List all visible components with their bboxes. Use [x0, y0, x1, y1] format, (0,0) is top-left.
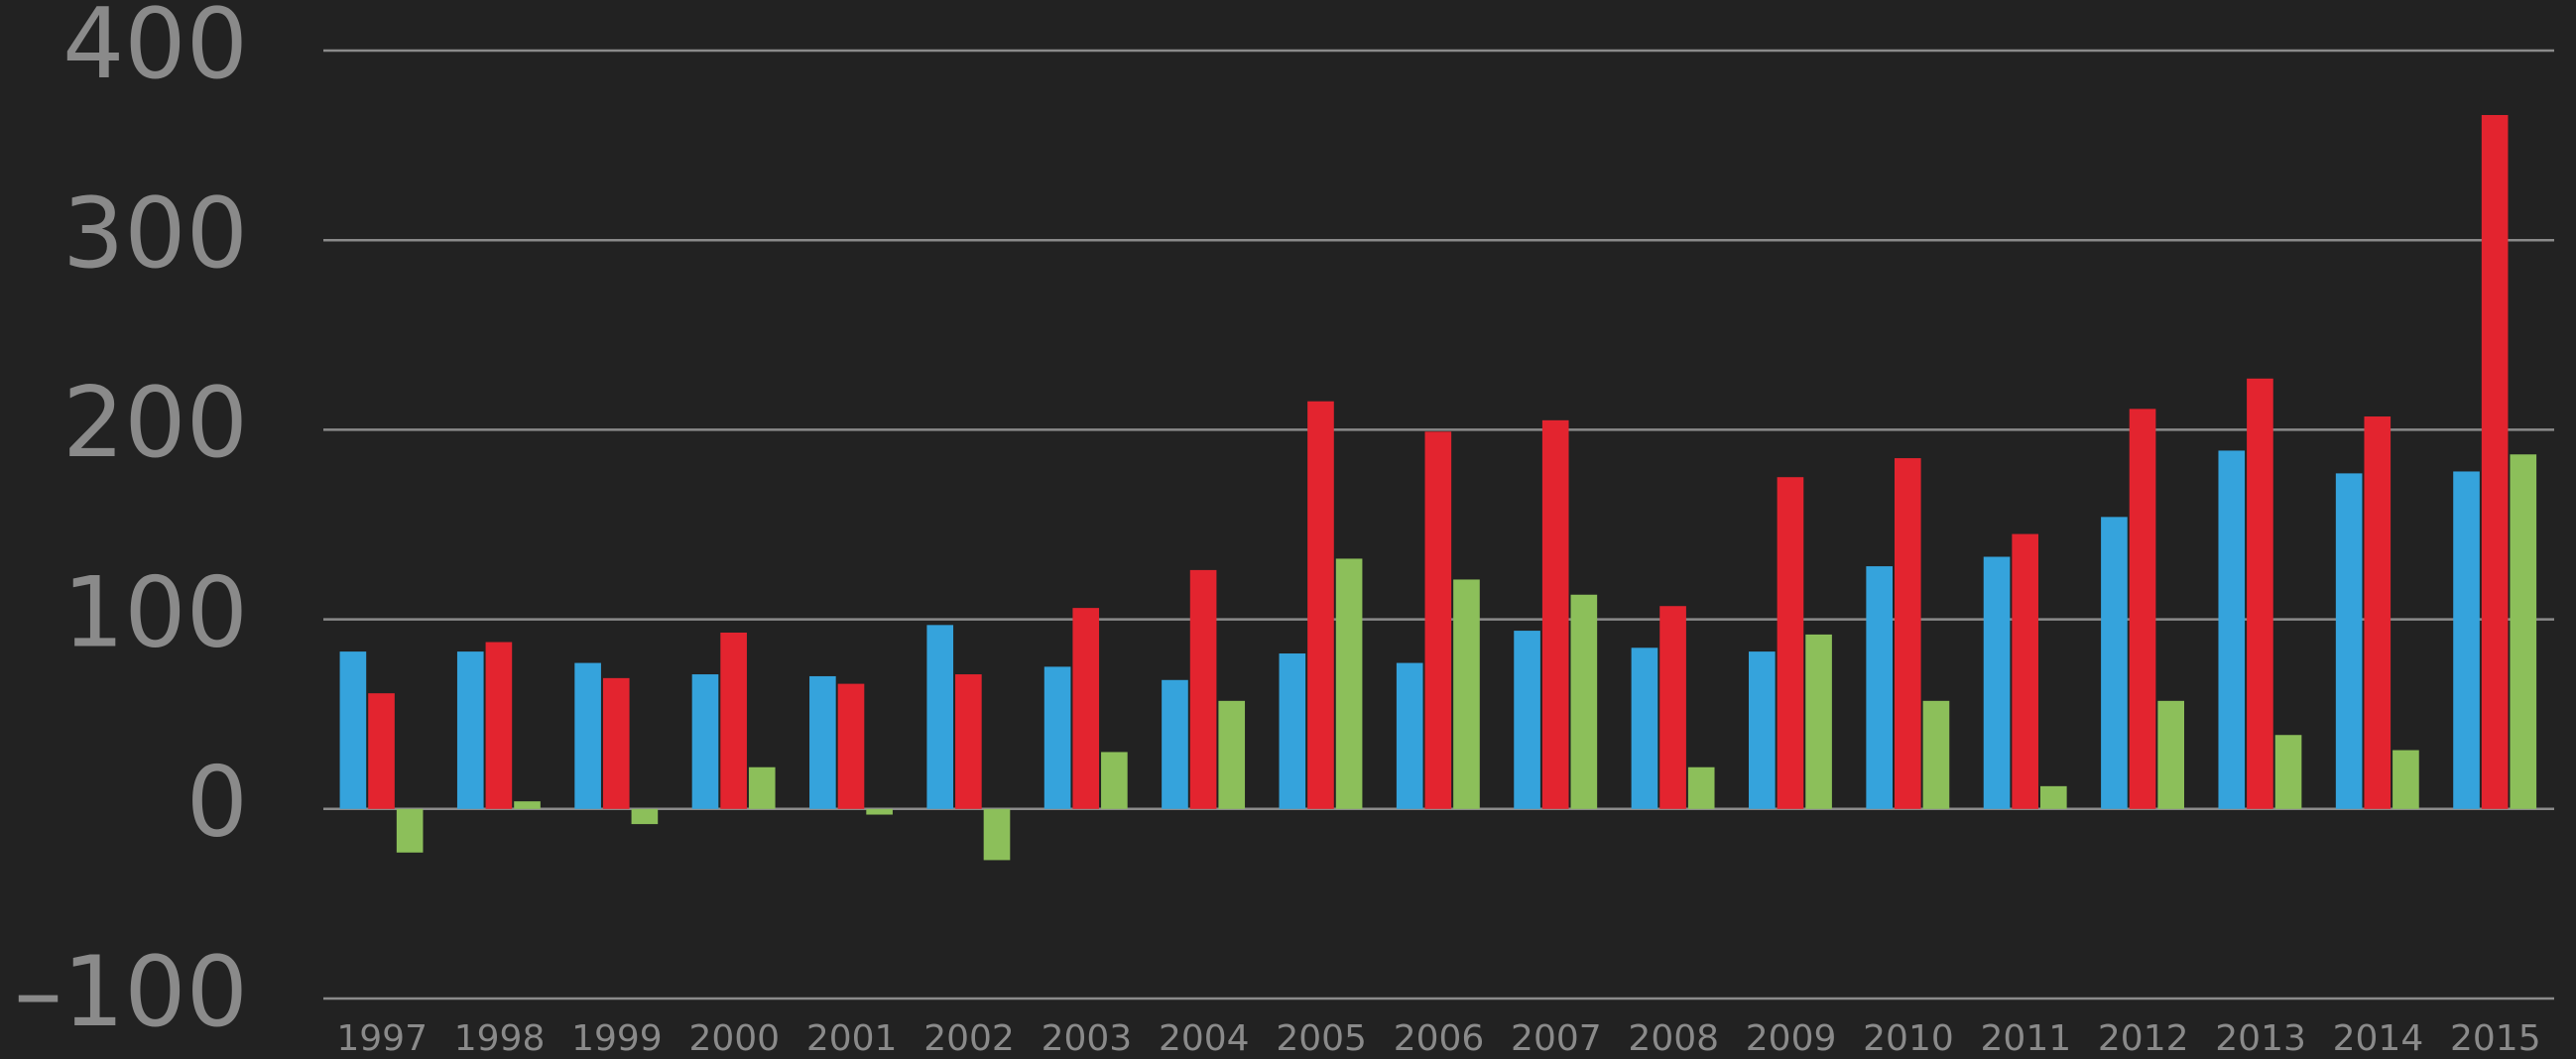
bar [2364, 416, 2392, 809]
bar [2012, 533, 2038, 809]
x-tick-label: 2014 [2333, 1018, 2424, 1059]
bar [809, 675, 836, 809]
bar [1659, 606, 1686, 809]
bar [514, 801, 541, 809]
bar [1307, 401, 1334, 809]
bar [1894, 458, 1921, 809]
bar [1631, 647, 1658, 809]
bar [1101, 752, 1128, 809]
bar [1983, 556, 2011, 809]
y-tick-label: 300 [62, 177, 248, 291]
bar [1162, 679, 1188, 809]
bar [1072, 608, 1100, 809]
bar [1570, 594, 1598, 809]
bar [368, 693, 395, 809]
bar [396, 808, 424, 853]
bar [456, 651, 484, 809]
y-tick-label: 0 [186, 747, 248, 860]
bar [1866, 566, 1893, 809]
bar [2218, 450, 2246, 809]
bar [2129, 409, 2156, 809]
bar [926, 625, 954, 809]
x-tick-label: 2007 [1511, 1018, 1602, 1059]
bar [720, 632, 747, 809]
y-tick-label: 400 [62, 0, 248, 101]
y-tick-label: 200 [62, 367, 248, 480]
bar [2453, 471, 2480, 809]
bar [2481, 115, 2509, 809]
bar [1922, 700, 1950, 809]
bar [1541, 419, 1569, 809]
bar [2157, 700, 2184, 809]
bar [1687, 766, 1715, 809]
x-tick-label: 2010 [1863, 1018, 1954, 1059]
bar [2039, 785, 2067, 809]
bar [631, 808, 659, 825]
bar [2392, 750, 2419, 809]
bar [2274, 735, 2302, 809]
x-tick-label: 1998 [454, 1018, 546, 1059]
bar [955, 674, 982, 809]
bar [691, 674, 719, 809]
bar [1335, 558, 1363, 809]
bar [866, 808, 893, 815]
bar [983, 808, 1011, 861]
bar [339, 651, 367, 809]
bar [1805, 634, 1832, 809]
bar [2247, 378, 2273, 809]
bar [1514, 631, 1540, 809]
bar [1279, 653, 1306, 809]
x-tick-label: 2002 [923, 1018, 1015, 1059]
bar [1218, 700, 1246, 809]
bar [1777, 477, 1804, 809]
bar [1453, 579, 1480, 809]
x-tick-label: 2004 [1159, 1018, 1250, 1059]
x-tick-label: 2005 [1276, 1018, 1367, 1059]
x-tick-label: 2001 [806, 1018, 898, 1059]
x-tick-label: 1999 [571, 1018, 663, 1059]
bar [837, 683, 865, 809]
bar [1424, 431, 1452, 809]
bar [2510, 454, 2537, 809]
x-tick-label: 2012 [2098, 1018, 2189, 1059]
bar [485, 642, 513, 809]
x-tick-label: 2015 [2450, 1018, 2541, 1059]
x-tick-label: 2000 [688, 1018, 780, 1059]
x-tick-label: 2006 [1394, 1018, 1485, 1059]
bar [748, 766, 776, 809]
x-tick-label: 2011 [1981, 1018, 2072, 1059]
x-tick-label: 2003 [1042, 1018, 1133, 1059]
bar [574, 662, 601, 809]
x-tick-label: 1997 [336, 1018, 428, 1059]
bar [1043, 666, 1071, 809]
bar [2335, 473, 2363, 809]
y-tick-label: –100 [14, 936, 248, 1049]
bar [2101, 517, 2128, 809]
y-tick-label: 100 [62, 556, 248, 669]
x-tick-label: 2013 [2215, 1018, 2306, 1059]
bar [602, 677, 630, 809]
bar [1396, 662, 1423, 809]
x-tick-label: 2009 [1746, 1018, 1837, 1059]
x-tick-label: 2008 [1628, 1018, 1719, 1059]
bar [1189, 569, 1217, 809]
bar [1748, 651, 1776, 809]
